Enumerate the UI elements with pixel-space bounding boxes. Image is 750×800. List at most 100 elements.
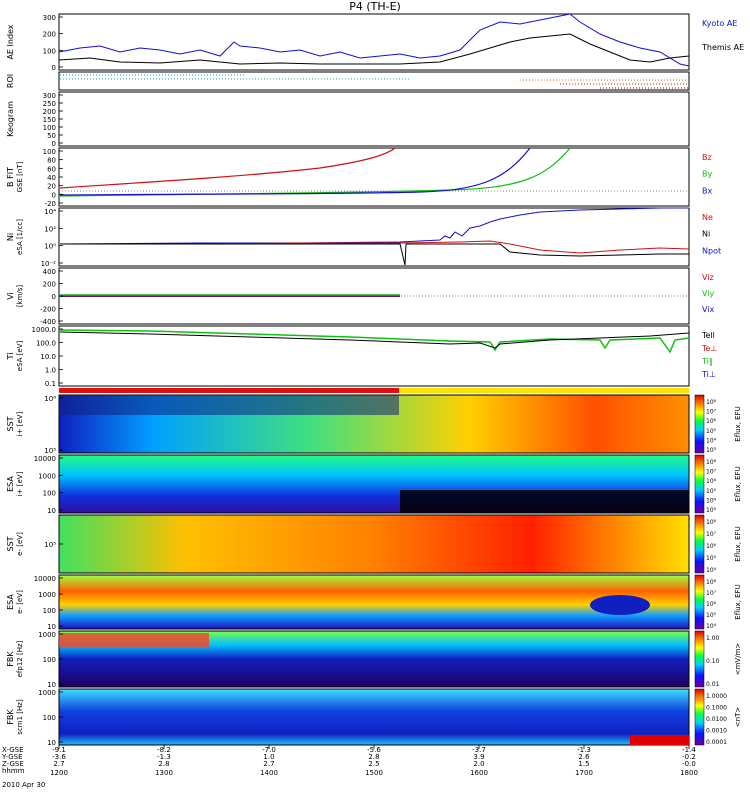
line-panels: [58, 13, 690, 387]
y-axis-label: SST: [6, 416, 15, 431]
colorbar-tick-label: 0.1000: [706, 705, 727, 712]
y-tick-label: 400: [43, 268, 56, 276]
y-tick-label: 100: [43, 607, 56, 615]
colorbar-tick-label: 10³: [706, 507, 717, 514]
y-tick-label: 10⁴: [44, 208, 56, 216]
y-tick-label: 100: [43, 714, 56, 722]
y-tick-label: 40: [47, 174, 56, 182]
y-tick-label: 10: [47, 681, 56, 689]
y-tick-label: 200: [43, 31, 56, 39]
time-tick-label: 1300: [155, 769, 173, 777]
y-gse-value: -3.6: [52, 753, 66, 761]
z-gse-value: 1.5: [578, 760, 589, 768]
y-tick-label: 0: [52, 64, 56, 72]
legend-entry: Bz: [702, 153, 712, 162]
y-tick-label: 1000: [38, 591, 56, 599]
y-tick-label: 10²: [44, 225, 56, 233]
bz-series: [59, 147, 396, 189]
colorbar-label: Eflux, EFU: [734, 406, 742, 441]
axis-row-label: X-GSE: [2, 746, 24, 754]
temperature-panel: [58, 325, 690, 387]
y-tick-label: 80: [47, 157, 56, 165]
y-gse-value: 3.9: [473, 753, 484, 761]
legend-entry: Kyoto AE: [702, 19, 737, 28]
y-axis-label: SST: [6, 536, 15, 551]
y-tick-label: 10⁵: [44, 541, 56, 549]
y-tick-label: 100.0: [36, 340, 56, 348]
y-tick-label: 0.1: [45, 380, 56, 388]
bx-series: [59, 147, 531, 196]
y-axis-label: FBK: [6, 651, 15, 667]
legend-entry: Tell: [701, 331, 715, 340]
colorbar-tick-label: 10³: [706, 447, 717, 454]
y-axis-label: Ni: [6, 233, 15, 241]
y-tick-label: 10⁻²: [41, 260, 57, 268]
z-gse-value: 2.0: [473, 760, 484, 768]
x-gse-value: -3.7: [472, 746, 486, 754]
axis-row-label: hhmm: [2, 767, 25, 775]
legend-entry: Viy: [702, 289, 715, 298]
axis-row-label: 2010 Apr 30: [2, 781, 45, 789]
legend-entry: Bx: [702, 186, 712, 195]
colorbar-tick-label: 10⁵: [706, 488, 717, 495]
colorbar-tick-label: 10⁵: [706, 612, 717, 619]
roi-marks: [60, 74, 689, 89]
y-axis-label: ESA: [6, 476, 15, 492]
legend-entry: Te⊥: [701, 344, 717, 353]
y-axis-unit: eSA [1/cc]: [16, 219, 24, 255]
y-tick-label: 20: [47, 183, 56, 191]
y-axis-label: Ti: [6, 353, 15, 361]
colorbar-tick-label: 0.0010: [706, 728, 727, 735]
z-gse-value: 2.5: [368, 760, 379, 768]
axis-row-label: Z-GSE: [2, 760, 24, 768]
spectrogram-panels: [58, 394, 690, 746]
y-tick-label: 100: [43, 656, 56, 664]
colorbar-tick-label: 0.0001: [706, 739, 727, 746]
y-tick-label: 200: [43, 108, 56, 116]
legend-entry: By: [702, 170, 712, 179]
y-axis-unit: i+ [eV]: [16, 411, 24, 436]
x-gse-value: -8.2: [157, 746, 171, 754]
y-tick-label: 0: [52, 293, 56, 301]
y-tick-label: 1.0: [45, 367, 56, 375]
y-axis-label: ROI: [6, 74, 15, 88]
legend-entry: Ti∥: [701, 357, 713, 366]
colorbars: [694, 394, 705, 746]
colorbar-tick-label: 10⁷: [706, 469, 717, 476]
y-axis-unit: e- [eV]: [16, 532, 24, 556]
plot-title: P4 (TH-E): [349, 0, 401, 13]
colorbar-label: Eflux, EFU: [734, 526, 742, 561]
legend-entry: Viz: [702, 273, 714, 282]
legend-entry: Npot: [702, 246, 721, 255]
y-tick-label: 10: [47, 507, 56, 515]
temperature-traces: [59, 329, 690, 354]
colorbar-label: Eflux, EFU: [734, 584, 742, 619]
ae-traces: [58, 13, 690, 67]
y-axis-label: Vi: [6, 292, 15, 300]
time-tick-label: 1700: [575, 769, 593, 777]
z-gse-value: 2.7: [263, 760, 274, 768]
legend-entry: Ni: [702, 230, 710, 239]
y-tick-label: 1000: [38, 689, 56, 697]
y-tick-label: 250: [43, 100, 56, 108]
y-axis-label: B FIT: [6, 167, 15, 187]
colorbar-tick-label: 1.00: [706, 635, 720, 642]
z-gse-value: 2.8: [158, 760, 169, 768]
y-tick-label: 0: [52, 140, 56, 148]
colorbar-tick-label: 10⁴: [706, 437, 717, 444]
colorbar-tick-label: 0.01: [706, 681, 720, 688]
y-tick-label: -200: [40, 306, 56, 314]
x-gse-value: -9.1: [52, 746, 66, 754]
colorbar-tick-label: 10⁵: [706, 555, 717, 562]
y-gse-value: -0.2: [682, 753, 696, 761]
density-panel: [58, 207, 690, 267]
colorbar-tick-label: 10⁷: [706, 531, 717, 538]
axis-row-label: Y-GSE: [1, 753, 23, 761]
colorbar-tick-label: 10⁶: [706, 418, 717, 425]
y-tick-label: 0: [52, 191, 56, 199]
bfield-traces: [59, 147, 689, 197]
x-gse-value: -1.4: [682, 746, 696, 754]
colorbar-tick-label: 10⁸: [706, 519, 717, 526]
y-tick-label: 1000: [38, 472, 56, 480]
